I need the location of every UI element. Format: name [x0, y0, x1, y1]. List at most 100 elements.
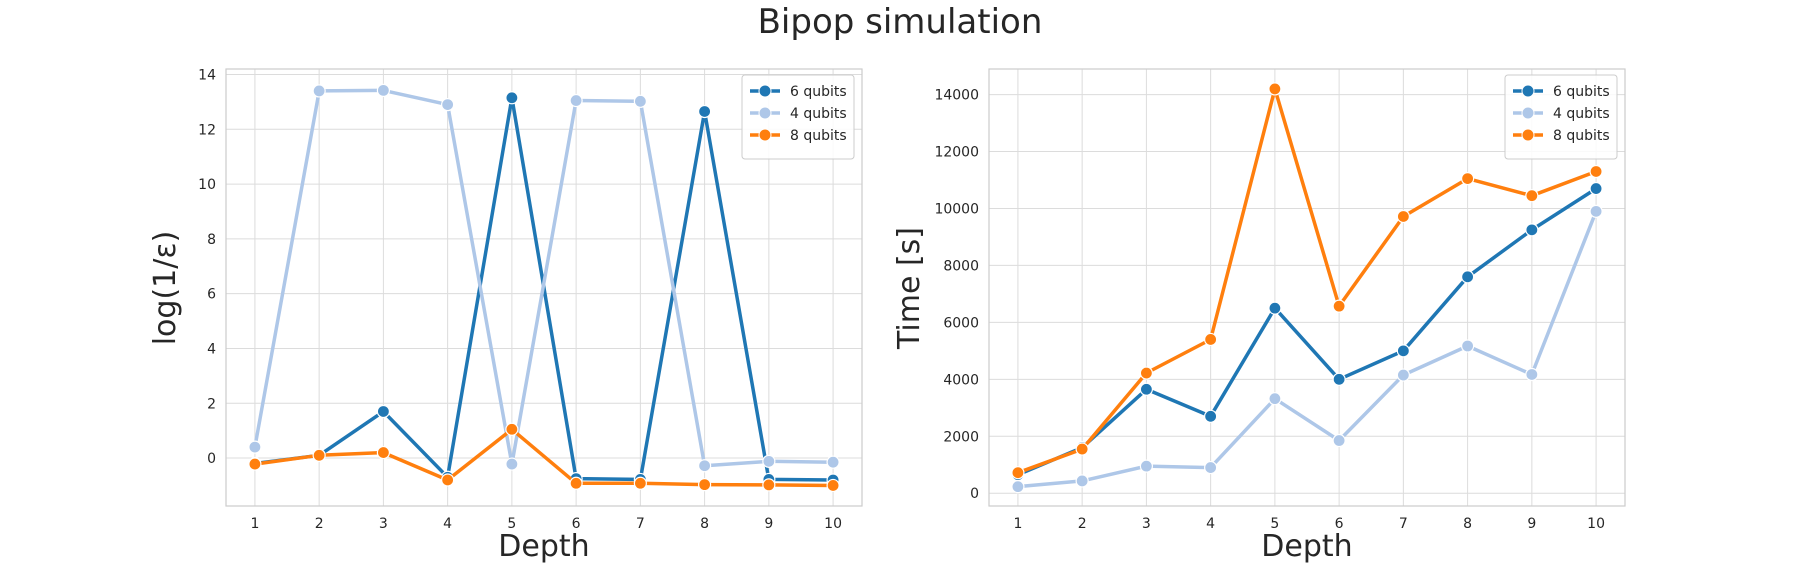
right-data-point	[1075, 442, 1089, 456]
right-x-tick-label: 2	[1078, 516, 1087, 532]
left-x-tick-label: 8	[700, 516, 709, 532]
left-legend-label: 4 qubits	[790, 106, 847, 122]
right-y-tick-label: 0	[970, 486, 979, 502]
right-data-point	[1332, 372, 1346, 386]
left-series-2	[248, 422, 840, 493]
left-data-point	[633, 476, 647, 490]
left-data-point	[569, 93, 583, 108]
left-data-point	[569, 476, 583, 490]
right-series-1	[1011, 204, 1603, 494]
left-data-point	[826, 478, 840, 493]
right-data-point	[1461, 172, 1475, 186]
right-data-point	[1396, 368, 1410, 382]
left-y-tick-label: 2	[207, 396, 216, 412]
right-plot-frame	[988, 68, 1626, 507]
right-data-point	[1525, 367, 1539, 382]
left-y-tick-label: 0	[207, 451, 216, 467]
right-data-point	[1461, 339, 1475, 353]
left-y-axis-label: log(1/ε)	[148, 231, 183, 346]
right-data-point	[1332, 433, 1346, 448]
right-data-point	[1332, 299, 1346, 313]
right-data-point	[1204, 409, 1218, 423]
left-x-tick-label: 6	[572, 516, 581, 532]
left-series-line	[253, 88, 835, 468]
right-x-tick-label: 9	[1527, 516, 1536, 532]
right-data-point	[1589, 204, 1603, 218]
right-data-point	[1011, 480, 1025, 494]
right-y-tick-label: 12000	[934, 145, 979, 161]
right-data-point	[1204, 460, 1218, 475]
right-data-point	[1268, 301, 1282, 315]
left-data-point	[376, 404, 390, 419]
right-data-point	[1075, 474, 1089, 488]
left-series-1	[248, 83, 840, 473]
left-data-point	[376, 83, 390, 97]
left-legend-marker	[758, 106, 772, 120]
right-legend: 6 qubits 4 qubits 8 qubits	[1504, 74, 1618, 160]
left-x-tick-label: 1	[250, 516, 259, 532]
right-data-point	[1204, 332, 1218, 347]
left-data-point	[698, 478, 712, 492]
left-y-tick-label: 6	[207, 287, 216, 303]
left-data-point	[312, 448, 326, 462]
left-series-line	[253, 427, 835, 488]
left-y-tick-label: 10	[198, 177, 216, 193]
right-series-2	[1011, 82, 1603, 480]
left-x-tick-label: 9	[764, 516, 773, 532]
figure-title: Bipop simulation	[757, 2, 1043, 42]
left-data-point	[826, 455, 840, 469]
left-data-point	[762, 454, 776, 468]
right-data-point	[1139, 382, 1153, 396]
left-x-tick-label: 4	[443, 516, 452, 532]
left-data-point	[505, 422, 519, 436]
right-y-tick-label: 6000	[943, 315, 979, 331]
right-y-tick-label: 8000	[943, 258, 979, 274]
right-data-point	[1396, 344, 1410, 358]
right-data-point	[1525, 189, 1539, 203]
left-y-tick-label: 4	[207, 341, 216, 357]
left-data-point	[505, 457, 519, 471]
right-data-point	[1525, 223, 1539, 237]
left-legend-label: 6 qubits	[790, 84, 847, 100]
left-data-point	[441, 473, 455, 487]
left-x-tick-label: 7	[636, 516, 645, 532]
right-data-point	[1461, 270, 1475, 284]
left-x-axis-label: Depth	[498, 529, 589, 564]
right-data-point	[1139, 366, 1153, 380]
left-y-tick-label: 8	[207, 232, 216, 248]
right-data-point	[1139, 459, 1153, 473]
left-x-tick-label: 3	[379, 516, 388, 532]
right-legend-marker	[1521, 128, 1535, 142]
left-data-point	[248, 457, 262, 471]
left-x-tick-label: 2	[315, 516, 324, 532]
left-legend-marker	[758, 84, 772, 98]
left-data-point	[505, 91, 519, 105]
right-data-point	[1396, 209, 1410, 224]
right-legend-marker	[1521, 106, 1535, 120]
right-x-tick-label: 10	[1587, 516, 1605, 532]
left-legend-marker	[758, 128, 772, 142]
right-y-axis-label: Time [s]	[892, 227, 927, 350]
left-y-tick-label: 14	[198, 67, 216, 83]
right-y-tick-label: 2000	[943, 429, 979, 445]
left-data-point	[698, 104, 712, 119]
left-x-tick-label: 10	[824, 516, 842, 532]
left-legend-label: 8 qubits	[790, 128, 847, 144]
left-data-point	[376, 445, 390, 460]
right-series-line	[1016, 209, 1598, 489]
right-x-tick-label: 8	[1463, 516, 1472, 532]
right-series-line	[1016, 87, 1598, 475]
left-data-point	[248, 440, 262, 454]
left-legend: 6 qubits 4 qubits 8 qubits	[741, 74, 855, 160]
right-x-tick-label: 6	[1335, 516, 1344, 532]
right-legend-label: 8 qubits	[1553, 128, 1610, 144]
right-x-tick-label: 7	[1399, 516, 1408, 532]
right-chart: 1 2 3 4 5 6 7 8 9 10 0 2000 4000 6000 8000 10000 12000 14…	[892, 68, 1626, 564]
right-y-tick-label: 4000	[943, 372, 979, 388]
right-data-point	[1268, 82, 1282, 96]
right-data-point	[1011, 466, 1025, 480]
right-data-point	[1589, 181, 1603, 196]
